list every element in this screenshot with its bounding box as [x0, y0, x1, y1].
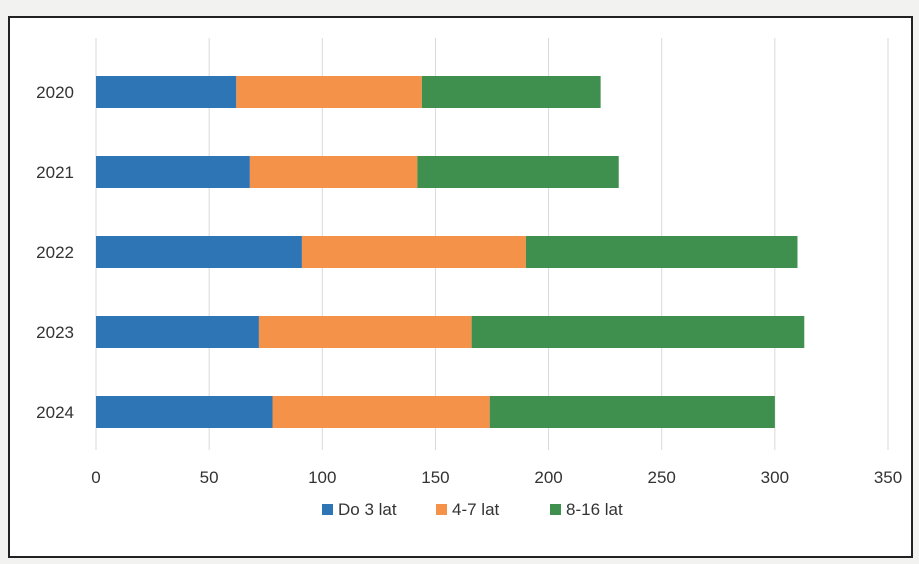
x-tick-label-0: 0 [91, 468, 100, 487]
y-tick-label-2023: 2023 [36, 323, 74, 342]
legend-swatch-3 [550, 504, 561, 515]
bar-2021-series-3 [417, 156, 619, 188]
x-tick-label-50: 50 [200, 468, 219, 487]
bar-2024-series-2 [272, 396, 490, 428]
x-tick-labels: 0 50 100 150 200 250 300 350 [91, 468, 902, 487]
legend-label-1: Do 3 lat [338, 500, 397, 519]
bar-2021-series-2 [249, 156, 418, 188]
legend-label-2: 4-7 lat [452, 500, 500, 519]
x-tick-label-150: 150 [421, 468, 449, 487]
bar-2020-series-1 [96, 76, 237, 108]
bar-2020-series-2 [236, 76, 422, 108]
bar-2024-series-3 [489, 396, 775, 428]
bar-2020-series-3 [421, 76, 601, 108]
bar-2023-series-2 [258, 316, 472, 348]
y-tick-label-2021: 2021 [36, 163, 74, 182]
legend-item-1: Do 3 lat [322, 500, 397, 519]
bar-2023-series-3 [471, 316, 805, 348]
bar-2024-series-1 [96, 396, 273, 428]
x-tick-label-200: 200 [534, 468, 562, 487]
x-tick-label-300: 300 [761, 468, 789, 487]
bar-2021-series-1 [96, 156, 250, 188]
stacked-bar-chart: 2020 2021 2022 2023 2024 0 50 100 150 200 250 300 3… [36, 38, 902, 519]
bar-2023-series-1 [96, 316, 259, 348]
legend-item-2: 4-7 lat [436, 500, 500, 519]
legend-swatch-1 [322, 504, 333, 515]
x-tick-label-350: 350 [874, 468, 902, 487]
chart-frame: 2020 2021 2022 2023 2024 0 50 100 150 200 250 300 3… [8, 16, 913, 558]
x-tick-label-250: 250 [648, 468, 676, 487]
y-tick-labels: 2020 2021 2022 2023 2024 [36, 83, 74, 422]
bar-2022-series-1 [96, 236, 302, 268]
y-tick-label-2020: 2020 [36, 83, 74, 102]
bar-2022-series-3 [525, 236, 798, 268]
x-tick-label-100: 100 [308, 468, 336, 487]
legend-swatch-2 [436, 504, 447, 515]
legend-label-3: 8-16 lat [566, 500, 623, 519]
y-tick-label-2024: 2024 [36, 403, 74, 422]
bars [96, 76, 805, 428]
y-tick-label-2022: 2022 [36, 243, 74, 262]
legend: Do 3 lat 4-7 lat 8-16 lat [322, 500, 623, 519]
legend-item-3: 8-16 lat [550, 500, 623, 519]
bar-2022-series-2 [301, 236, 526, 268]
